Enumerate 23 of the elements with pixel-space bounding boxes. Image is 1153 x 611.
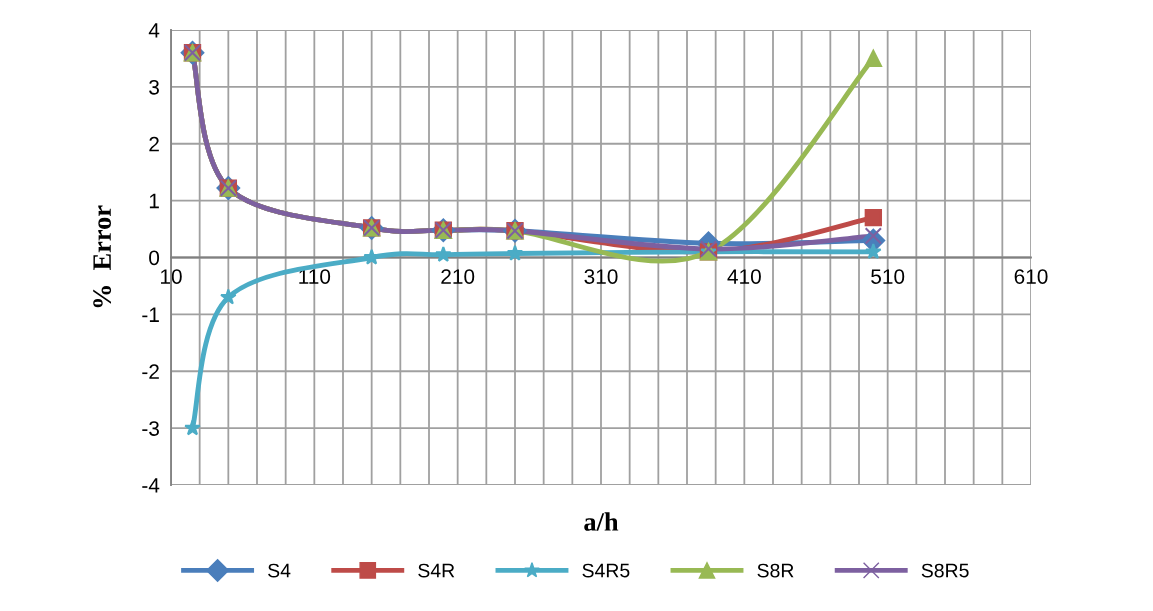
x-tick-label: 510 [871,269,905,284]
legend-label: S4R [418,563,455,578]
y-tick-label: -1 [142,307,159,322]
y-tick-label: -3 [142,421,159,436]
y-tick-label: 1 [149,193,159,209]
legend-label: S4R5 [582,563,630,578]
y-tick-label: -4 [142,478,160,493]
y-axis-title: % Error [93,205,112,308]
y-tick-label: 2 [149,136,159,152]
y-tick-label: 4 [148,23,160,38]
legend-label: S4 [268,563,291,578]
x-tick-label: 10 [161,269,182,284]
legend-label: S8R5 [921,563,969,578]
x-tick-label: 210 [441,269,475,284]
x-tick-label: 310 [584,269,618,284]
x-tick-label: 610 [1014,269,1048,284]
x-tick-label: 410 [727,269,761,284]
x-tick-label: 110 [299,269,331,284]
y-tick-label: 3 [149,79,159,95]
y-tick-label: -2 [142,364,159,379]
x-axis-title: a/h [584,512,619,531]
y-tick-label: 0 [149,250,160,266]
legend-label: S8R [757,563,794,578]
